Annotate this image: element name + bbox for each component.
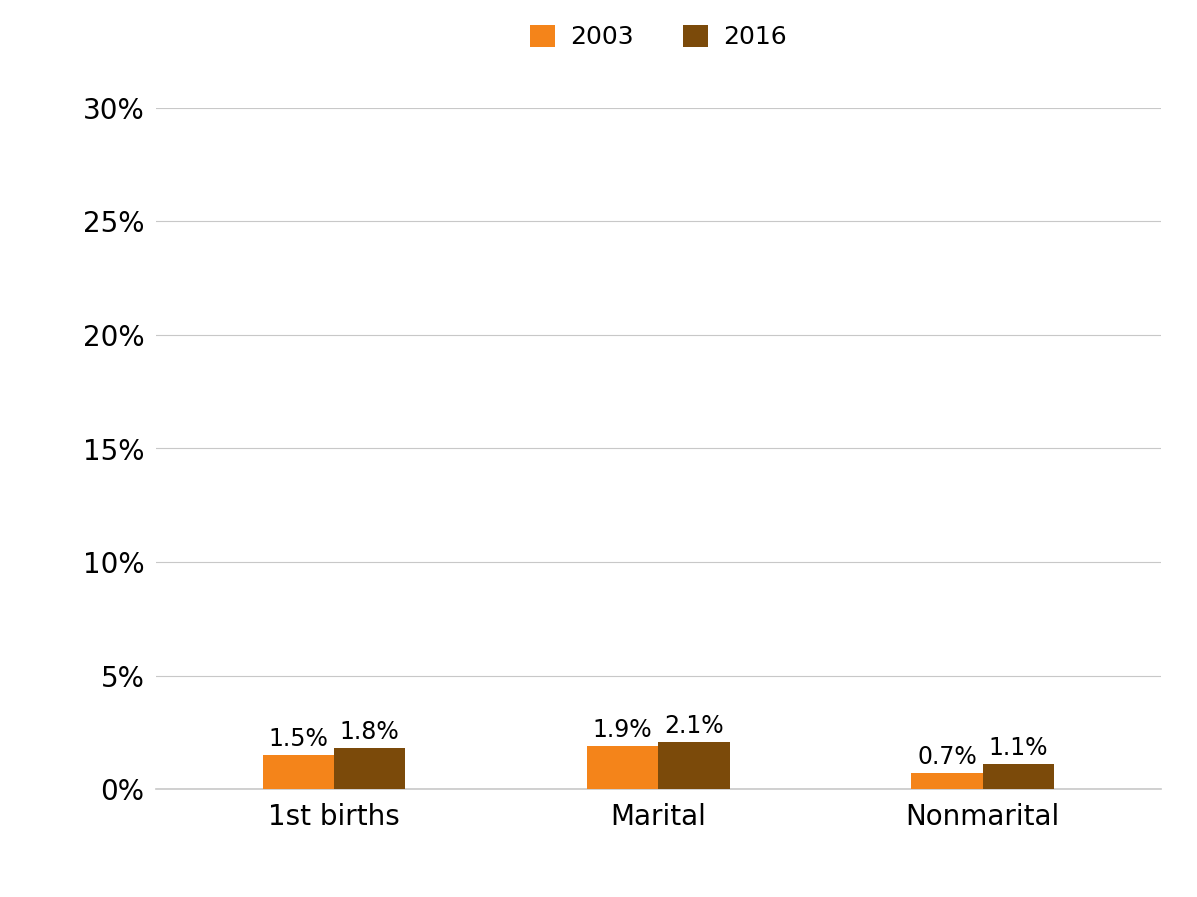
Text: 1.5%: 1.5% xyxy=(268,727,328,751)
Text: 0.7%: 0.7% xyxy=(917,745,977,770)
Bar xyxy=(983,764,1055,789)
Text: 2.1%: 2.1% xyxy=(664,713,724,737)
Bar xyxy=(262,755,334,789)
Text: 1.8%: 1.8% xyxy=(340,720,400,745)
Legend: 2003, 2016: 2003, 2016 xyxy=(529,25,788,49)
Bar xyxy=(334,748,406,789)
Bar xyxy=(658,742,730,789)
Text: 1.1%: 1.1% xyxy=(989,736,1049,761)
Bar xyxy=(587,746,658,789)
Bar xyxy=(911,773,983,789)
Text: 1.9%: 1.9% xyxy=(593,718,652,742)
